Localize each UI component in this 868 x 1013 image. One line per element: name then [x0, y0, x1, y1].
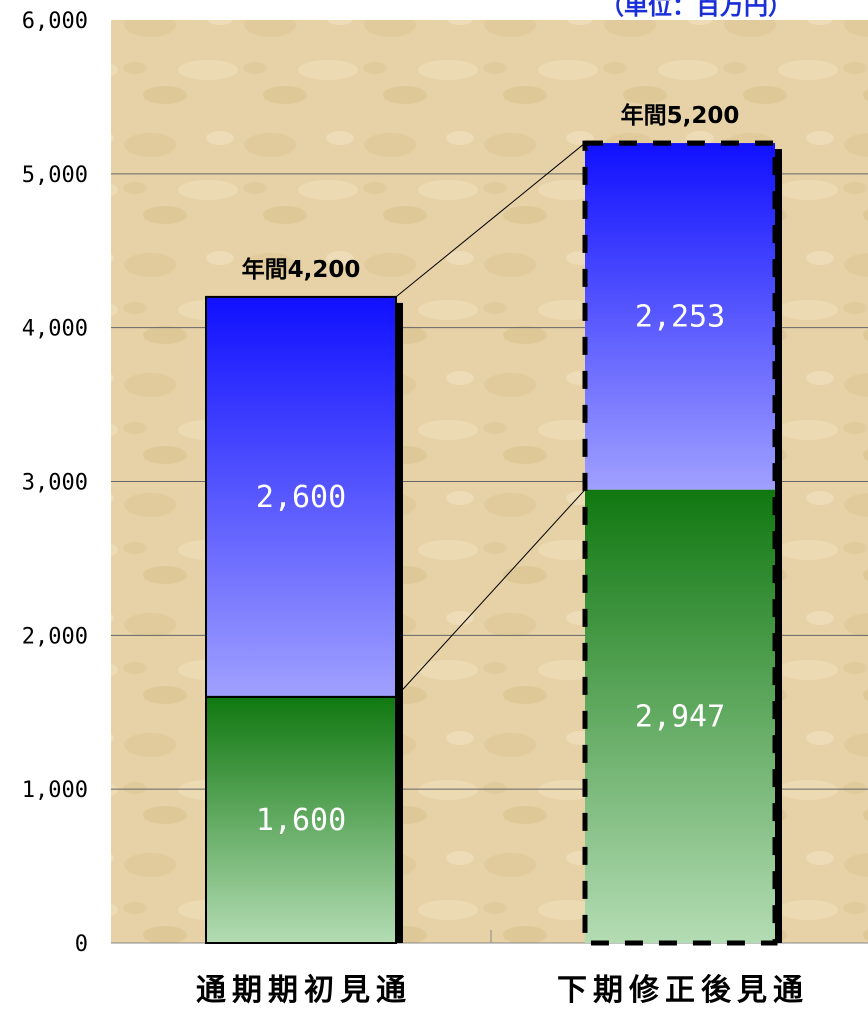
connector-line: [395, 489, 586, 698]
y-tick-label: 4,000: [22, 317, 88, 342]
data-label: 2,253: [635, 299, 725, 334]
y-tick-label: 3,000: [22, 471, 88, 496]
bar-shadow: [775, 149, 782, 944]
bar-segment: [205, 295, 397, 698]
unit-label: （単位：百万円）: [600, 0, 792, 20]
bars: [205, 140, 782, 946]
data-label: 2,600: [256, 480, 346, 515]
bar-segment: [585, 143, 775, 490]
y-tick-label: 0: [75, 932, 88, 957]
bar-shadow: [396, 302, 403, 943]
connector-line: [395, 142, 586, 298]
bar-segment: [585, 489, 775, 943]
x-category-label: 通期期初見通: [196, 973, 412, 1008]
y-tick-label: 2,000: [22, 624, 88, 649]
data-label: 2,947: [635, 699, 725, 734]
y-tick-label: 1,000: [22, 778, 88, 803]
x-category-label: 下期修正後見通: [557, 973, 809, 1008]
data-label: 1,600: [256, 803, 346, 838]
bar-labels: 1,600 2,600 年間4,200 通期期初見通 2,947 2,253 年間5,200…: [196, 102, 809, 1008]
y-tick-label: 6,000: [22, 9, 88, 34]
y-axis-ticks: 0 1,000 2,000 3,000 4,000 5,000 6,000: [22, 9, 88, 957]
dashed-border: [582, 140, 778, 946]
y-tick-label: 5,000: [22, 163, 88, 188]
total-label: 年間5,200: [621, 102, 740, 129]
total-label: 年間4,200: [242, 256, 361, 283]
